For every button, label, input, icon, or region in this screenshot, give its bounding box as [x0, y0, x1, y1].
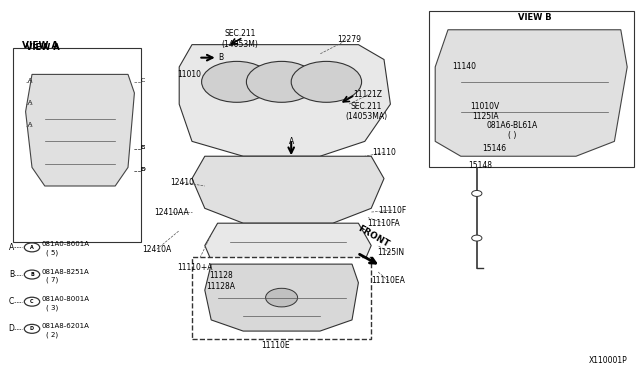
Polygon shape — [435, 30, 627, 156]
Text: 11128
11128A: 11128 11128A — [206, 271, 236, 291]
Polygon shape — [205, 223, 371, 290]
Text: A: A — [30, 245, 34, 250]
Polygon shape — [26, 74, 134, 186]
Text: 081A8-8251A: 081A8-8251A — [42, 269, 90, 275]
Text: 11110FA: 11110FA — [367, 219, 401, 228]
Text: D: D — [30, 326, 34, 331]
Circle shape — [24, 297, 40, 306]
Text: ( 2): ( 2) — [46, 331, 58, 338]
Text: 12410A: 12410A — [142, 245, 172, 254]
Text: VIEW A: VIEW A — [22, 41, 59, 49]
Text: 11110+A: 11110+A — [177, 263, 213, 272]
Text: A: A — [28, 122, 32, 128]
Text: 11110: 11110 — [372, 148, 396, 157]
Circle shape — [246, 61, 317, 102]
Text: B: B — [30, 272, 34, 277]
Text: A: A — [28, 100, 32, 105]
Bar — [192, 257, 371, 339]
Text: 11121Z: 11121Z — [353, 90, 383, 99]
Text: 11110F: 11110F — [378, 206, 406, 215]
Text: 081A0-8601A: 081A0-8601A — [42, 241, 90, 247]
Text: FRONT: FRONT — [356, 224, 390, 249]
Text: C: C — [141, 78, 145, 83]
Text: ( 3): ( 3) — [46, 304, 58, 311]
Text: 15148: 15148 — [468, 161, 492, 170]
Circle shape — [202, 61, 272, 102]
Circle shape — [291, 61, 362, 102]
Text: SEC.211
(14053MA): SEC.211 (14053MA) — [345, 102, 387, 121]
Text: VIEW A: VIEW A — [26, 43, 60, 52]
Circle shape — [472, 235, 482, 241]
Circle shape — [472, 190, 482, 196]
Text: D: D — [8, 324, 15, 333]
Text: 11110EA: 11110EA — [372, 276, 405, 285]
Text: X110001P: X110001P — [588, 356, 627, 365]
Text: 12410AA: 12410AA — [154, 208, 189, 217]
Text: C: C — [30, 299, 34, 304]
Text: 15146: 15146 — [483, 144, 507, 153]
Text: 081A8-6201A: 081A8-6201A — [42, 323, 90, 329]
Text: D: D — [141, 167, 146, 172]
Text: A: A — [9, 243, 14, 252]
Circle shape — [24, 243, 40, 252]
Text: ( 5): ( 5) — [46, 250, 58, 256]
Circle shape — [24, 270, 40, 279]
Circle shape — [266, 288, 298, 307]
Text: A: A — [28, 78, 32, 83]
Circle shape — [472, 53, 482, 59]
Text: 12279: 12279 — [337, 35, 361, 44]
Text: A: A — [289, 137, 294, 146]
Text: 1125IN: 1125IN — [377, 248, 404, 257]
Text: ( 7): ( 7) — [46, 277, 58, 283]
Text: 11140: 11140 — [452, 62, 476, 71]
Text: C: C — [141, 145, 145, 150]
Text: B: B — [141, 167, 145, 172]
Bar — [13, 48, 141, 242]
Text: VIEW B: VIEW B — [518, 13, 552, 22]
Text: B: B — [218, 53, 223, 62]
Text: 081A6-BL61A
( ): 081A6-BL61A ( ) — [486, 121, 538, 140]
Bar — [429, 11, 634, 167]
Text: B: B — [9, 270, 14, 279]
Circle shape — [472, 146, 482, 152]
Text: B: B — [141, 145, 145, 150]
Polygon shape — [192, 156, 384, 223]
Circle shape — [472, 101, 482, 107]
Text: 12410: 12410 — [170, 178, 195, 187]
Text: SEC.211
(14053M): SEC.211 (14053M) — [221, 29, 259, 49]
Circle shape — [24, 324, 40, 333]
Text: 11010: 11010 — [177, 70, 201, 79]
Text: 081A0-8001A: 081A0-8001A — [42, 296, 90, 302]
Text: 11010V
1125IA: 11010V 1125IA — [470, 102, 500, 121]
Polygon shape — [205, 264, 358, 331]
Text: C: C — [9, 297, 14, 306]
Text: 11110E: 11110E — [261, 341, 289, 350]
Polygon shape — [179, 45, 390, 156]
